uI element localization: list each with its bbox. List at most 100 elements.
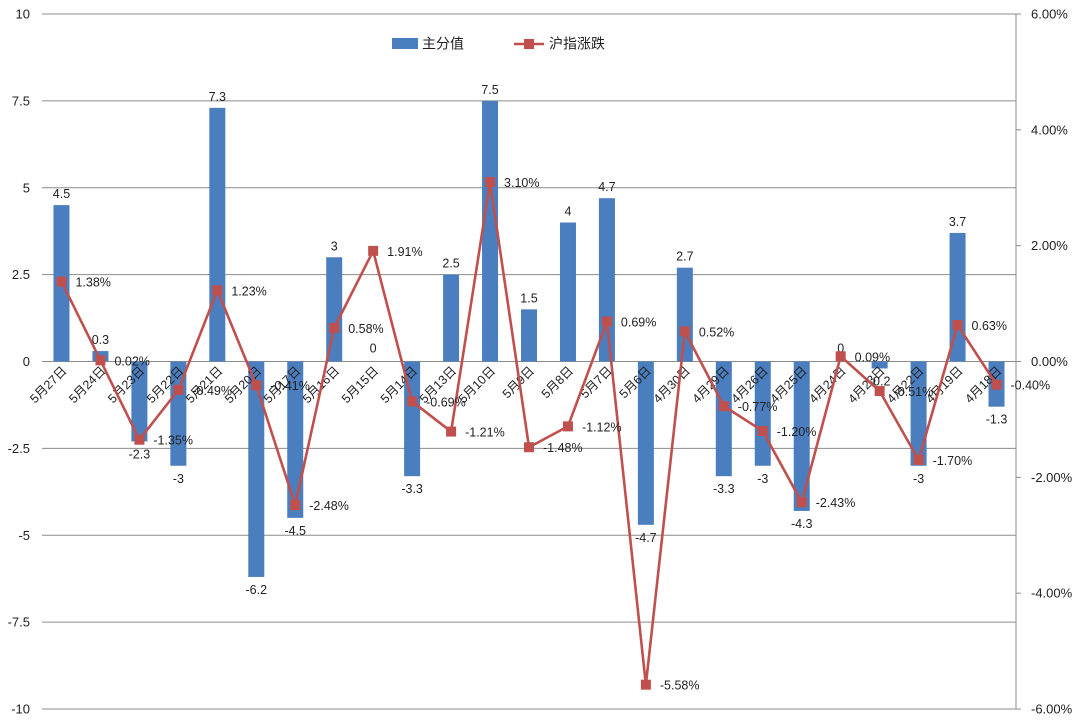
y-left-tick-label: 5	[23, 180, 30, 195]
bar-value-label: 0	[837, 342, 844, 356]
bar-value-label: 7.3	[209, 90, 226, 104]
category-label: 5月27日	[27, 364, 69, 406]
bar-value-label: -4.5	[284, 524, 306, 538]
bar-value-label: -4.3	[791, 517, 813, 531]
bar-value-label: 4.5	[53, 187, 70, 201]
line-marker	[991, 379, 1002, 390]
line-marker	[329, 322, 340, 333]
bar	[209, 107, 226, 362]
line-value-label: -0.49%	[192, 384, 232, 398]
line-marker	[95, 355, 106, 366]
line-marker	[640, 679, 651, 690]
line-marker	[601, 316, 612, 327]
line-marker	[134, 434, 145, 445]
bar	[443, 274, 460, 362]
line-marker	[524, 442, 534, 453]
line-marker	[913, 454, 924, 465]
line-value-label: -0.51%	[894, 385, 934, 399]
line-marker	[952, 320, 963, 331]
y-left-tick-label: -7.5	[8, 615, 30, 630]
y-left-tick-label: 2.5	[12, 267, 30, 282]
line-marker	[56, 276, 67, 287]
bar	[287, 361, 304, 518]
category-label: 5月8日	[539, 364, 576, 401]
line-marker	[679, 326, 690, 337]
bar-value-label: -3	[173, 472, 184, 486]
y-right-tick-label: -6.00%	[1031, 702, 1073, 717]
bar	[910, 361, 927, 466]
bar	[871, 361, 888, 369]
y-left-tick-label: -10	[11, 702, 30, 717]
line-value-label: -2.43%	[816, 496, 856, 510]
y-right-tick-label: -2.00%	[1031, 470, 1073, 485]
legend-line-marker	[524, 39, 534, 49]
line-value-label: -1.21%	[465, 426, 505, 440]
legend-line-label: 沪指涨跌	[549, 36, 605, 52]
y-right-tick-label: 6.00%	[1031, 7, 1068, 22]
line-value-label: 0.58%	[348, 322, 383, 336]
bar-value-label: 4	[564, 205, 571, 219]
bar	[131, 361, 148, 442]
line-marker	[718, 401, 729, 412]
y-left-tick-label: 10	[16, 7, 30, 22]
bar	[676, 267, 693, 362]
line-value-label: 0.02%	[114, 354, 149, 368]
line-marker	[796, 497, 807, 508]
bar-value-label: 2.7	[676, 250, 693, 264]
line-marker	[212, 285, 223, 296]
bar-value-label: 0.3	[92, 333, 109, 347]
line-marker	[173, 384, 184, 395]
bar-value-label: -3	[757, 472, 768, 486]
line-marker	[835, 351, 846, 362]
bar-value-label: -3	[913, 472, 924, 486]
bar	[793, 361, 810, 511]
line-value-label: -1.12%	[582, 420, 622, 434]
bar-value-label: 1.5	[520, 291, 537, 305]
bar	[559, 222, 576, 362]
bar-value-label: -1.3	[986, 413, 1008, 427]
y-left-tick-label: 7.5	[12, 93, 30, 108]
y-left-tick-label: -2.5	[8, 441, 30, 456]
bar	[482, 100, 499, 362]
bar-value-label: -4.7	[635, 531, 657, 545]
category-label: 5月15日	[339, 364, 381, 406]
bar	[521, 309, 537, 362]
line-marker	[368, 245, 379, 256]
bar-value-label: 4.7	[598, 180, 615, 194]
line-value-label: -1.20%	[777, 425, 817, 439]
line-value-label: 0.09%	[855, 350, 890, 364]
line-value-label: -2.48%	[309, 499, 349, 513]
bar	[248, 361, 265, 577]
line-marker	[757, 426, 768, 436]
bar-value-label: 3.7	[949, 215, 966, 229]
line-value-label: 1.91%	[387, 245, 422, 259]
line-marker	[562, 421, 573, 432]
y-right-tick-label: 0.00%	[1031, 354, 1068, 369]
bar-value-label: -2.3	[129, 447, 151, 461]
line-value-label: 3.10%	[504, 176, 539, 190]
bar-value-label: 3	[331, 239, 338, 253]
line-value-label: -0.77%	[738, 400, 778, 414]
line-value-label: 1.23%	[231, 284, 266, 298]
bar-value-label: -3.3	[713, 482, 735, 496]
line-value-label: -5.58%	[660, 679, 700, 693]
line-marker	[251, 380, 262, 391]
line-value-label: 1.38%	[75, 276, 110, 290]
bar-value-label: 0	[370, 342, 377, 356]
legend-bar-label: 主分值	[422, 36, 464, 52]
y-right-tick-label: 2.00%	[1031, 238, 1068, 253]
line-value-label: -0.69%	[426, 395, 466, 409]
line-value-label: 0.52%	[699, 325, 734, 339]
bar-value-label: 7.5	[481, 83, 498, 97]
line-value-label: -1.35%	[153, 434, 193, 448]
bar	[715, 361, 732, 477]
line-marker	[874, 386, 885, 397]
y-right-tick-label: -4.00%	[1031, 586, 1073, 601]
legend-bar-swatch	[392, 38, 418, 49]
bar-value-label: -3.3	[401, 482, 423, 496]
category-label: 4月24日	[806, 364, 848, 406]
line-marker	[446, 426, 457, 437]
line-value-label: -0.41%	[270, 379, 310, 393]
line-marker	[485, 176, 496, 187]
